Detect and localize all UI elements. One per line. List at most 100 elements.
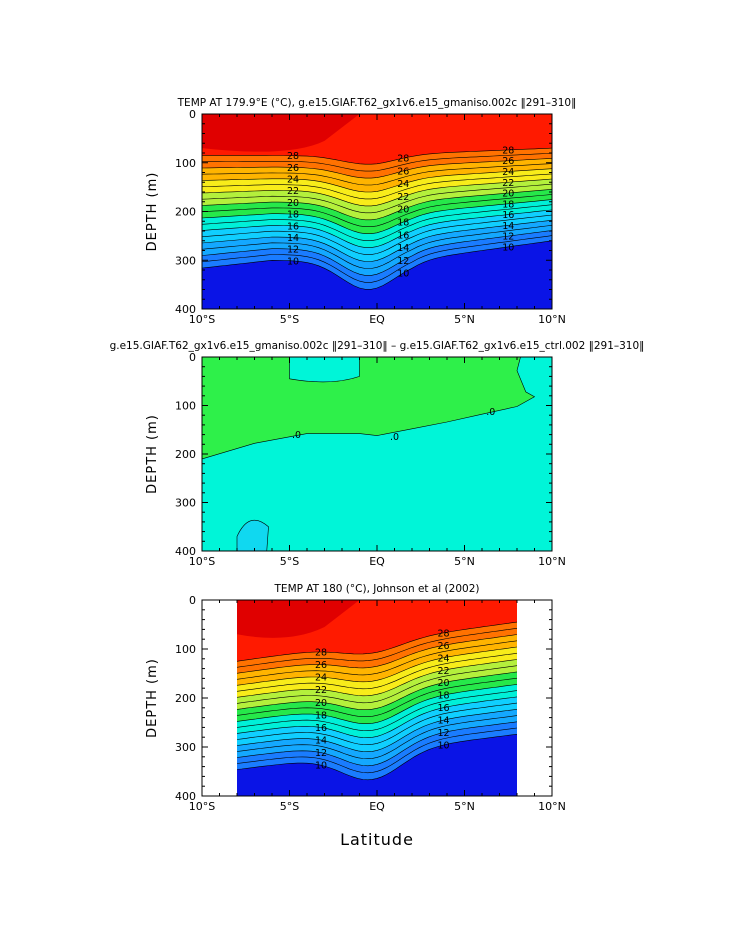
panel-a-contour-label: 18 xyxy=(287,210,299,221)
panel-c-contour-23 xyxy=(236,652,518,692)
panel-c-contour-label: 16 xyxy=(315,723,327,734)
panel-b-ytick-label: 100 xyxy=(175,400,196,413)
panel-c-contour-label: 26 xyxy=(437,641,449,652)
panel-b-xtick-label: 10°S xyxy=(189,555,215,568)
panel-a-contour-label: 20 xyxy=(502,189,514,200)
panel-c-contour-28 xyxy=(236,621,518,662)
panel-a-contour-label: 24 xyxy=(397,179,409,190)
panel-c-contour-11 xyxy=(236,727,518,774)
panel-a-xtick-label: 5°S xyxy=(280,313,299,326)
panel-c-contour-16 xyxy=(236,696,518,739)
panel-a-contour-label: 16 xyxy=(287,221,299,232)
panel-c-ytick-label: 100 xyxy=(175,643,196,656)
panel-a-contour-label: 28 xyxy=(397,154,409,165)
panel-c-warm-pool xyxy=(237,600,360,638)
panel-c-contour-label: 14 xyxy=(315,736,327,747)
panel-c-contour-label: 18 xyxy=(315,710,327,721)
panel-c-contour-label: 12 xyxy=(437,728,449,739)
panel-b-xtick-label: EQ xyxy=(369,555,385,568)
panel-a-contour-label: 16 xyxy=(397,230,409,241)
panel-a-ylabel: DEPTH (m) xyxy=(145,172,160,252)
panel-a-contour-label: 12 xyxy=(502,232,514,243)
panel-a-contour-label: 10 xyxy=(287,256,299,267)
panel-c-contour-label: 12 xyxy=(315,748,327,759)
panel-a-contour-label: 10 xyxy=(502,242,514,253)
panel-c-contour-label: 24 xyxy=(437,653,449,664)
panel-b-contour-0 xyxy=(201,356,536,460)
panel-c-contour-15 xyxy=(236,702,518,746)
panel-c-contour-26 xyxy=(236,634,518,674)
panel-c-ytick-label: 0 xyxy=(189,594,196,607)
panel-b-ytick-label: 400 xyxy=(175,545,196,558)
panel-a-contour-15 xyxy=(202,214,552,255)
panel-b-xtick-label: 5°S xyxy=(280,555,299,568)
panel-a-contour-label: 26 xyxy=(287,163,299,174)
panel-c-xtick-label: EQ xyxy=(369,800,385,813)
panel-c-contour-label: 18 xyxy=(437,691,449,702)
panel-a-xtick-label: 10°S xyxy=(189,313,215,326)
panel-c-contour-label: 28 xyxy=(315,647,327,658)
panel-a-contour-label: 20 xyxy=(287,198,299,209)
panel-b-contour-label: .0 xyxy=(390,432,399,443)
panel-c-lines xyxy=(236,621,518,781)
panel-a-contour-label: 12 xyxy=(397,256,409,267)
panel-a-title: TEMP AT 179.9°E (°C), g.e15.GIAF.T62_gx1… xyxy=(177,97,577,109)
panel-c-contour-13 xyxy=(236,715,518,760)
panel-a-fills xyxy=(202,114,552,309)
panel-c-ytick-label: 300 xyxy=(175,741,196,754)
panel-a-contour-14 xyxy=(202,219,552,262)
panel-a-contour-label: 18 xyxy=(502,199,514,210)
panel-a-contour-19 xyxy=(202,194,552,227)
panel-a-contour-label: 14 xyxy=(397,243,409,254)
panel-a-contour-label: 16 xyxy=(502,210,514,221)
panel-c-contour-label: 22 xyxy=(315,685,327,696)
panel-c-title: TEMP AT 180 (°C), Johnson et al (2002) xyxy=(274,583,480,595)
panel-b-patch-bottom xyxy=(236,519,269,551)
panel-a-contour-label: 26 xyxy=(502,156,514,167)
panel-c-contour-21 xyxy=(236,665,518,704)
panel-a-contour-label: 14 xyxy=(502,221,514,232)
panel-a-contour-label: 10 xyxy=(397,269,409,280)
panel-a-contour-label: 20 xyxy=(397,205,409,216)
panel-a-contour-label: 14 xyxy=(287,233,299,244)
panel-c-contour-label: 14 xyxy=(437,716,449,727)
panel-c-contour-label: 20 xyxy=(315,698,327,709)
panel-a-contour-24 xyxy=(202,168,552,193)
panel-a-contour-label: 24 xyxy=(287,175,299,186)
panel-a-xtick-label: EQ xyxy=(369,313,385,326)
panel-a-contour-13 xyxy=(202,225,552,269)
panel-b-ytick-label: 0 xyxy=(189,351,196,364)
panel-c-contour-label: 28 xyxy=(437,628,449,639)
panel-b-xtick-label: 10°N xyxy=(538,555,566,568)
panel-a-contour-label: 12 xyxy=(287,245,299,256)
panel-a-xtick-label: 5°N xyxy=(454,313,475,326)
panel-c-contour-label: 20 xyxy=(437,678,449,689)
panel-c-contour-label: 22 xyxy=(437,666,449,677)
panel-a-contour-label: 28 xyxy=(502,145,514,156)
panel-a-contour-label: 28 xyxy=(287,151,299,162)
panel-c-contour-label: 10 xyxy=(437,740,449,751)
panel-b-ylabel: DEPTH (m) xyxy=(145,414,160,494)
panel-a-ytick-label: 300 xyxy=(175,254,196,267)
panel-a-ytick-label: 0 xyxy=(189,108,196,121)
panel-c-contour-20 xyxy=(236,671,518,710)
panel-a-contour-20 xyxy=(202,189,552,221)
panel-b-fills xyxy=(202,357,552,551)
panel-a-contour-label: 22 xyxy=(502,178,514,189)
panel-c-contour-label: 26 xyxy=(315,660,327,671)
panel-a-contour-11 xyxy=(202,235,552,283)
panel-a-ytick-label: 400 xyxy=(175,303,196,316)
panel-b-contour-label: .0 xyxy=(292,430,301,441)
panel-c-contour-12 xyxy=(236,721,518,767)
panel-a-warm-pool xyxy=(202,114,360,152)
panel-a-contour-25 xyxy=(202,163,552,186)
panel-a-contour-27 xyxy=(202,153,552,172)
panel-a-contour-label: 22 xyxy=(287,186,299,197)
panel-c-contour-label: 24 xyxy=(315,673,327,684)
panel-c-ylabel: DEPTH (m) xyxy=(145,658,160,738)
panel-a-lines xyxy=(202,147,552,290)
panel-a-contour-16 xyxy=(202,209,552,248)
panel-a-xtick-label: 10°N xyxy=(538,313,566,326)
panel-a-contour-17 xyxy=(202,204,552,241)
panel-c-fills xyxy=(237,600,517,796)
